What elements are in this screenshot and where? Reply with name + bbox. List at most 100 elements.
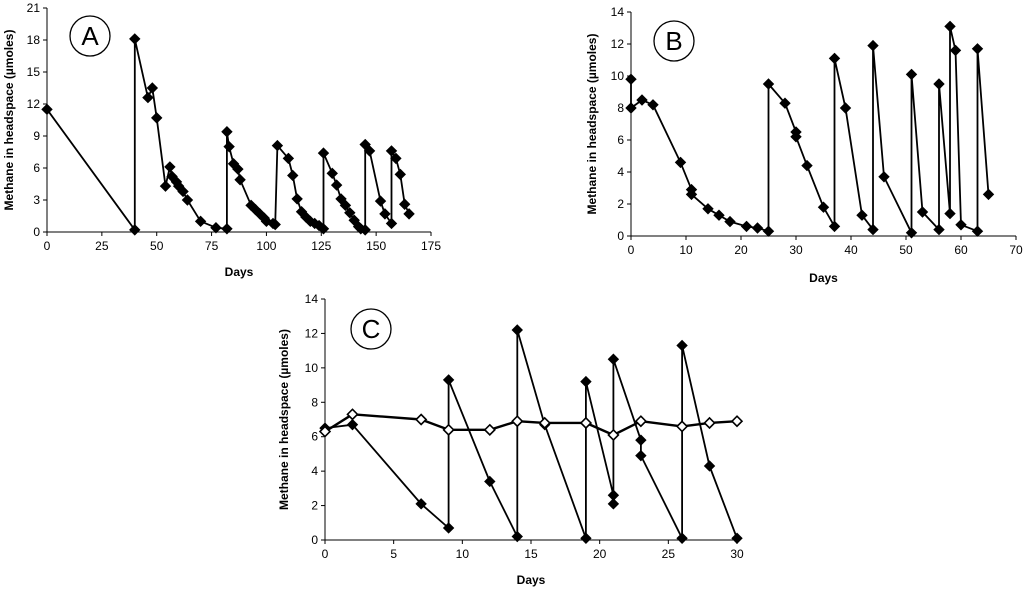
data-point — [282, 152, 295, 165]
y-tick-label: 14 — [305, 292, 319, 306]
data-point — [442, 423, 455, 436]
data-point — [374, 195, 387, 207]
data-point — [346, 418, 359, 431]
data-point — [982, 188, 995, 201]
data-point — [271, 139, 284, 152]
data-point — [607, 428, 620, 442]
data-point — [676, 339, 688, 352]
data-point — [385, 145, 398, 157]
data-point — [260, 215, 273, 228]
y-tick-label: 6 — [33, 161, 40, 175]
data-point — [359, 138, 371, 151]
x-tick-label: 60 — [954, 243, 968, 257]
data-point — [905, 227, 918, 239]
data-point — [949, 44, 962, 57]
data-point — [317, 147, 330, 159]
data-point — [751, 222, 764, 234]
x-tick-label: 175 — [421, 239, 441, 253]
data-point — [916, 206, 929, 218]
data-point — [348, 214, 360, 226]
panel-label: B — [665, 26, 682, 56]
series-filled — [625, 20, 995, 239]
data-point — [330, 179, 343, 191]
data-point — [390, 152, 402, 165]
series-filled — [41, 33, 415, 236]
x-tick-label: 70 — [1009, 243, 1023, 257]
panel-label-circle — [69, 15, 111, 57]
data-point — [635, 449, 647, 462]
data-point — [317, 223, 330, 235]
x-tick-label: 5 — [390, 547, 397, 561]
data-point — [129, 33, 141, 45]
data-point — [817, 201, 830, 213]
data-point — [221, 126, 233, 138]
data-point — [379, 208, 391, 220]
data-point — [287, 169, 299, 182]
data-point — [580, 375, 592, 388]
y-axis-title: Methane in headspace (µmoles) — [277, 329, 291, 510]
data-point — [607, 353, 620, 365]
y-tick-label: 6 — [617, 133, 624, 147]
data-point — [828, 220, 841, 233]
data-point — [944, 207, 956, 220]
y-tick-label: 0 — [617, 229, 624, 243]
data-point — [801, 159, 813, 172]
x-tick-label: 10 — [679, 243, 693, 257]
data-point — [269, 218, 281, 231]
data-point — [385, 217, 398, 230]
panel-label-circle — [350, 308, 392, 350]
data-point — [878, 171, 890, 183]
panel-b: 0 2 4 6 8 10 12 14 0 10 20 30 40 50 60 70 Days Methane in… — [585, 5, 1023, 285]
y-axis-title: Methane in headspace (µmoles) — [2, 30, 16, 211]
data-point — [234, 174, 246, 186]
data-point — [675, 420, 689, 433]
x-tick-label: 40 — [844, 243, 858, 257]
y-tick-label: 2 — [311, 499, 318, 513]
data-point — [607, 498, 620, 510]
y-tick-label: 3 — [33, 193, 40, 207]
x-axis-title: Days — [809, 271, 838, 285]
data-point — [971, 225, 984, 237]
x-tick-label: 100 — [256, 239, 276, 253]
data-point — [346, 408, 359, 421]
x-tick-label: 15 — [524, 547, 538, 561]
x-tick-label: 10 — [456, 547, 470, 561]
x-tick-label: 0 — [322, 547, 329, 561]
data-point — [790, 131, 802, 143]
data-point — [625, 102, 637, 114]
data-point — [713, 209, 725, 221]
data-point — [867, 223, 879, 236]
y-tick-label: 6 — [311, 430, 318, 444]
data-point — [194, 215, 207, 228]
y-tick-label: 8 — [311, 395, 318, 409]
x-tick-label: 50 — [150, 239, 164, 253]
data-point — [339, 199, 352, 212]
data-point — [702, 203, 714, 215]
data-point — [221, 223, 233, 235]
data-point — [634, 415, 647, 428]
data-point — [415, 413, 428, 426]
x-tick-label: 25 — [95, 239, 109, 253]
x-tick-label: 25 — [662, 547, 676, 561]
data-point — [223, 140, 235, 153]
data-point — [625, 73, 637, 85]
x-tick-label: 75 — [205, 239, 219, 253]
data-point — [731, 532, 743, 544]
x-axis-title: Days — [517, 573, 546, 587]
y-tick-label: 9 — [33, 129, 40, 143]
series-line — [324, 329, 738, 540]
data-point — [335, 193, 347, 205]
x-tick-label: 20 — [734, 243, 748, 257]
data-point — [730, 415, 744, 428]
data-point — [394, 168, 406, 181]
y-tick-label: 4 — [311, 464, 318, 478]
data-point — [676, 532, 688, 544]
data-point — [685, 188, 698, 201]
x-axis-title: Days — [225, 265, 254, 279]
data-point — [839, 102, 852, 114]
y-tick-label: 12 — [611, 37, 625, 51]
data-point — [181, 194, 194, 206]
x-tick-label: 30 — [730, 547, 744, 561]
y-tick-label: 0 — [311, 533, 318, 547]
panel-a: 0 3 6 9 12 15 18 21 0 25 50 75 100 125 150 175 Days Metha… — [2, 1, 441, 279]
